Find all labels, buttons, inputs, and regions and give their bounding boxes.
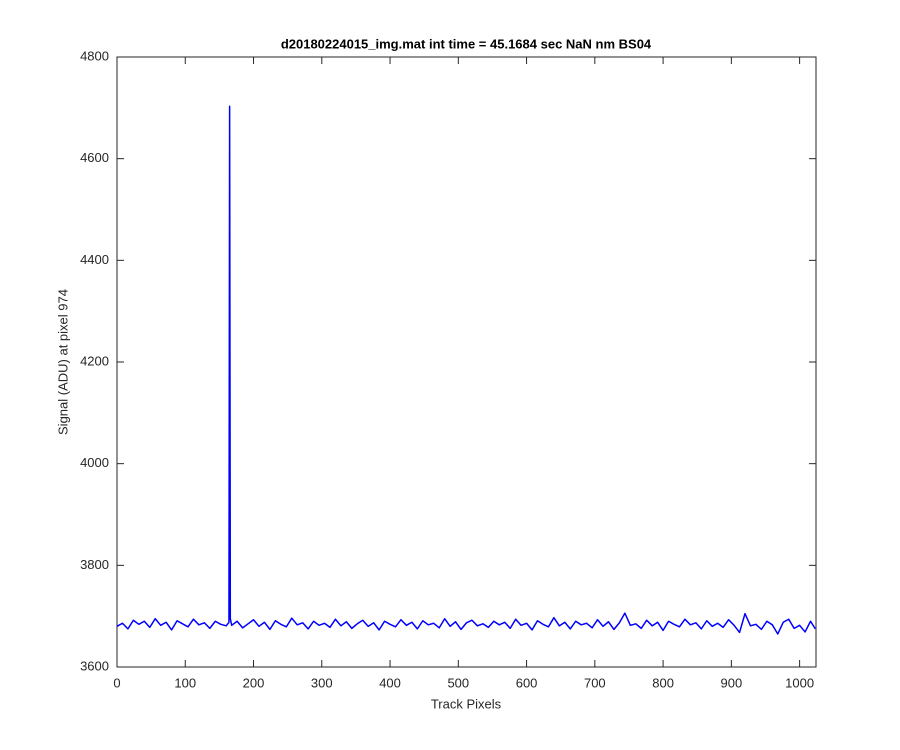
- x-axis-label: Track Pixels: [431, 696, 502, 711]
- x-tick-label: 200: [243, 675, 265, 690]
- chart-title: d20180224015_img.mat int time = 45.1684 …: [281, 36, 652, 51]
- x-tick-label: 0: [113, 675, 120, 690]
- x-tick-label: 100: [174, 675, 196, 690]
- x-tick-label: 900: [721, 675, 743, 690]
- x-tick-label: 300: [311, 675, 333, 690]
- y-tick-label: 4000: [80, 455, 109, 470]
- x-tick-label: 1000: [785, 675, 814, 690]
- y-axis-label: Signal (ADU) at pixel 974: [55, 289, 70, 435]
- y-tick-label: 4200: [80, 353, 109, 368]
- x-tick-label: 500: [447, 675, 469, 690]
- x-tick-label: 600: [516, 675, 538, 690]
- y-tick-label: 3800: [80, 557, 109, 572]
- data-line: [116, 105, 816, 635]
- y-tick-label: 4800: [80, 48, 109, 63]
- y-tick-label: 4400: [80, 252, 109, 267]
- plot-frame: [116, 56, 817, 668]
- x-tick-label: 400: [379, 675, 401, 690]
- x-tick-label: 800: [652, 675, 674, 690]
- y-tick-label: 3600: [80, 658, 109, 673]
- x-tick-label: 700: [584, 675, 606, 690]
- y-tick-label: 4600: [80, 150, 109, 165]
